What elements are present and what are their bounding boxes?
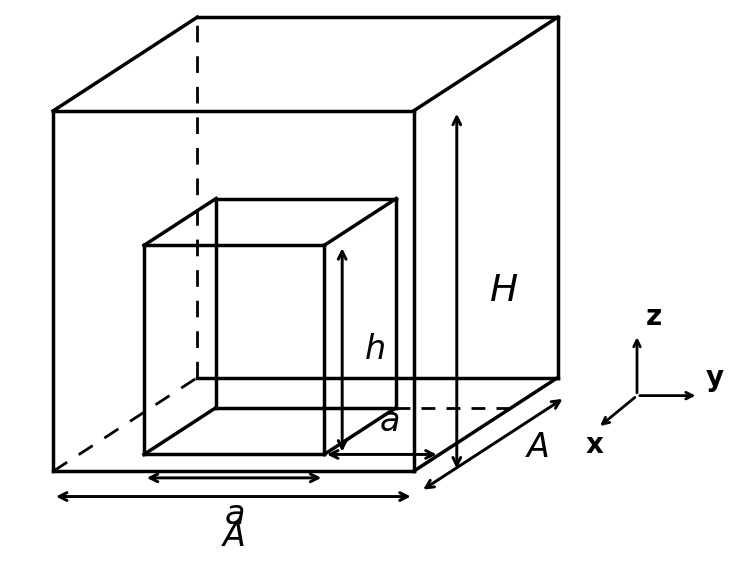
Text: $a$: $a$ (224, 498, 244, 531)
Text: $h$: $h$ (364, 334, 385, 366)
Text: z: z (646, 303, 662, 331)
Text: $H$: $H$ (489, 273, 519, 309)
Text: $A$: $A$ (221, 520, 245, 553)
Text: x: x (585, 431, 603, 459)
Text: $a$: $a$ (379, 405, 399, 438)
Text: y: y (705, 364, 723, 392)
Text: $A$: $A$ (525, 431, 550, 465)
